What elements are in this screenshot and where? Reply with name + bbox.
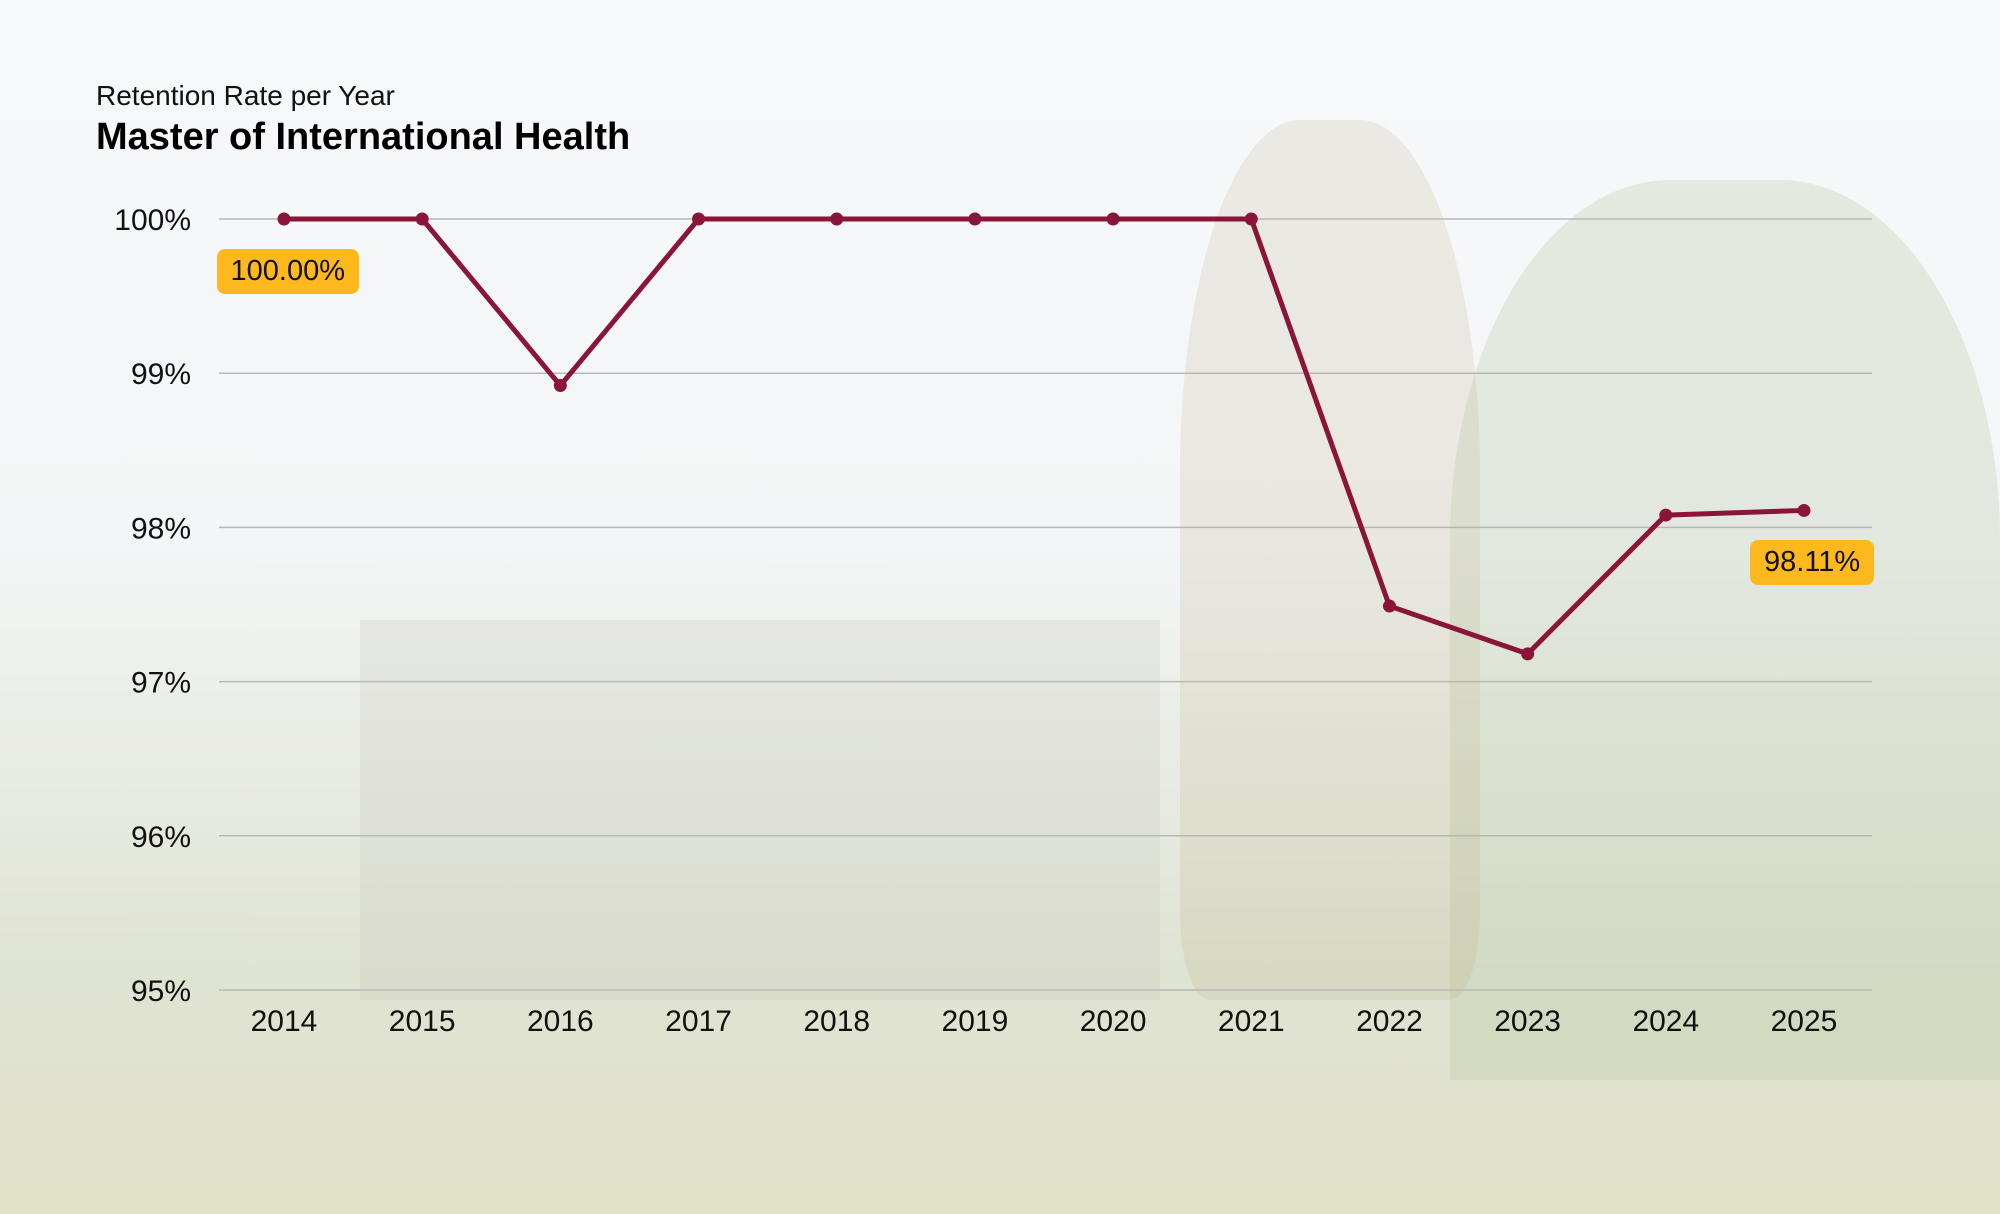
data-point — [968, 212, 982, 226]
x-tick-label: 2020 — [1080, 1005, 1147, 1038]
y-tick-label: 97% — [131, 667, 191, 700]
data-point — [830, 212, 844, 226]
x-tick-label: 2014 — [251, 1005, 318, 1038]
x-tick-label: 2016 — [527, 1005, 594, 1038]
background-photo-building — [360, 620, 1160, 1000]
x-tick-label: 2023 — [1494, 1005, 1561, 1038]
data-point — [1797, 503, 1811, 517]
series-line — [284, 216, 1805, 657]
x-tick-label: 2018 — [803, 1005, 870, 1038]
x-tick-label: 2025 — [1771, 1005, 1838, 1038]
data-label: 98.11% — [1750, 540, 1875, 586]
background-photo-trees — [1450, 180, 2000, 1080]
data-point — [1244, 212, 1258, 226]
y-tick-label: 99% — [131, 358, 191, 391]
x-tick-label: 2015 — [389, 1005, 456, 1038]
data-point — [277, 212, 291, 226]
data-point — [1521, 647, 1535, 661]
y-tick-label: 100% — [114, 204, 191, 237]
data-point — [415, 212, 429, 226]
y-tick-label: 95% — [131, 975, 191, 1008]
chart-title: Master of International Health — [96, 116, 631, 158]
x-tick-label: 2021 — [1218, 1005, 1285, 1038]
x-tick-label: 2022 — [1356, 1005, 1423, 1038]
data-label: 100.00% — [216, 249, 359, 294]
background-photo-statue — [1180, 120, 1480, 1000]
y-tick-label: 96% — [131, 821, 191, 854]
data-point — [1106, 212, 1120, 226]
chart-subtitle: Retention Rate per Year — [96, 80, 395, 111]
data-point — [553, 379, 567, 393]
x-tick-label: 2024 — [1632, 1005, 1699, 1038]
data-point — [1382, 599, 1396, 613]
x-tick-label: 2017 — [665, 1005, 732, 1038]
data-point — [1659, 508, 1673, 522]
y-tick-label: 98% — [131, 512, 191, 545]
data-point — [692, 212, 706, 226]
x-tick-label: 2019 — [942, 1005, 1009, 1038]
